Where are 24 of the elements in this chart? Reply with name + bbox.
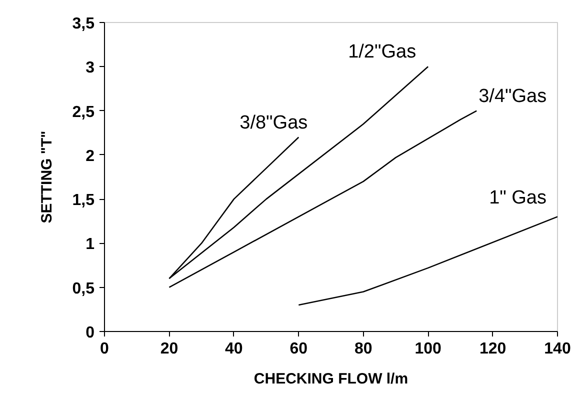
y-tick-label: 3,5 [72,16,95,32]
x-axis-title: CHECKING FLOW l/m [254,370,408,388]
x-tick-label: 140 [544,340,571,358]
line-series [168,110,478,288]
y-tick-label: 1 [86,236,95,254]
y-tick-label: 0 [86,324,95,342]
y-axis-title: SETTING "T" [38,130,56,224]
y-tick-label: 2 [86,148,95,165]
x-tick-label: 100 [414,340,442,358]
x-tick-label: 60 [290,340,308,358]
series-label: 3/4"Gas [478,86,547,107]
x-tick-label: 40 [225,340,243,358]
x-tick-label: 0 [100,340,110,358]
x-tick-label: 80 [354,340,372,358]
y-tick-label: 0,5 [72,280,95,298]
y-tick-label: 1,5 [72,192,95,210]
series-label: 3/8"Gas [240,112,308,134]
y-tick-label: 2,5 [72,104,95,121]
x-tick-label: 120 [479,340,506,358]
series-label: 1" Gas [489,188,546,209]
line-series [298,216,558,306]
series-label: 1/2"Gas [348,42,416,63]
x-tick-label: 20 [160,340,178,358]
y-tick-label: 3 [86,60,95,77]
